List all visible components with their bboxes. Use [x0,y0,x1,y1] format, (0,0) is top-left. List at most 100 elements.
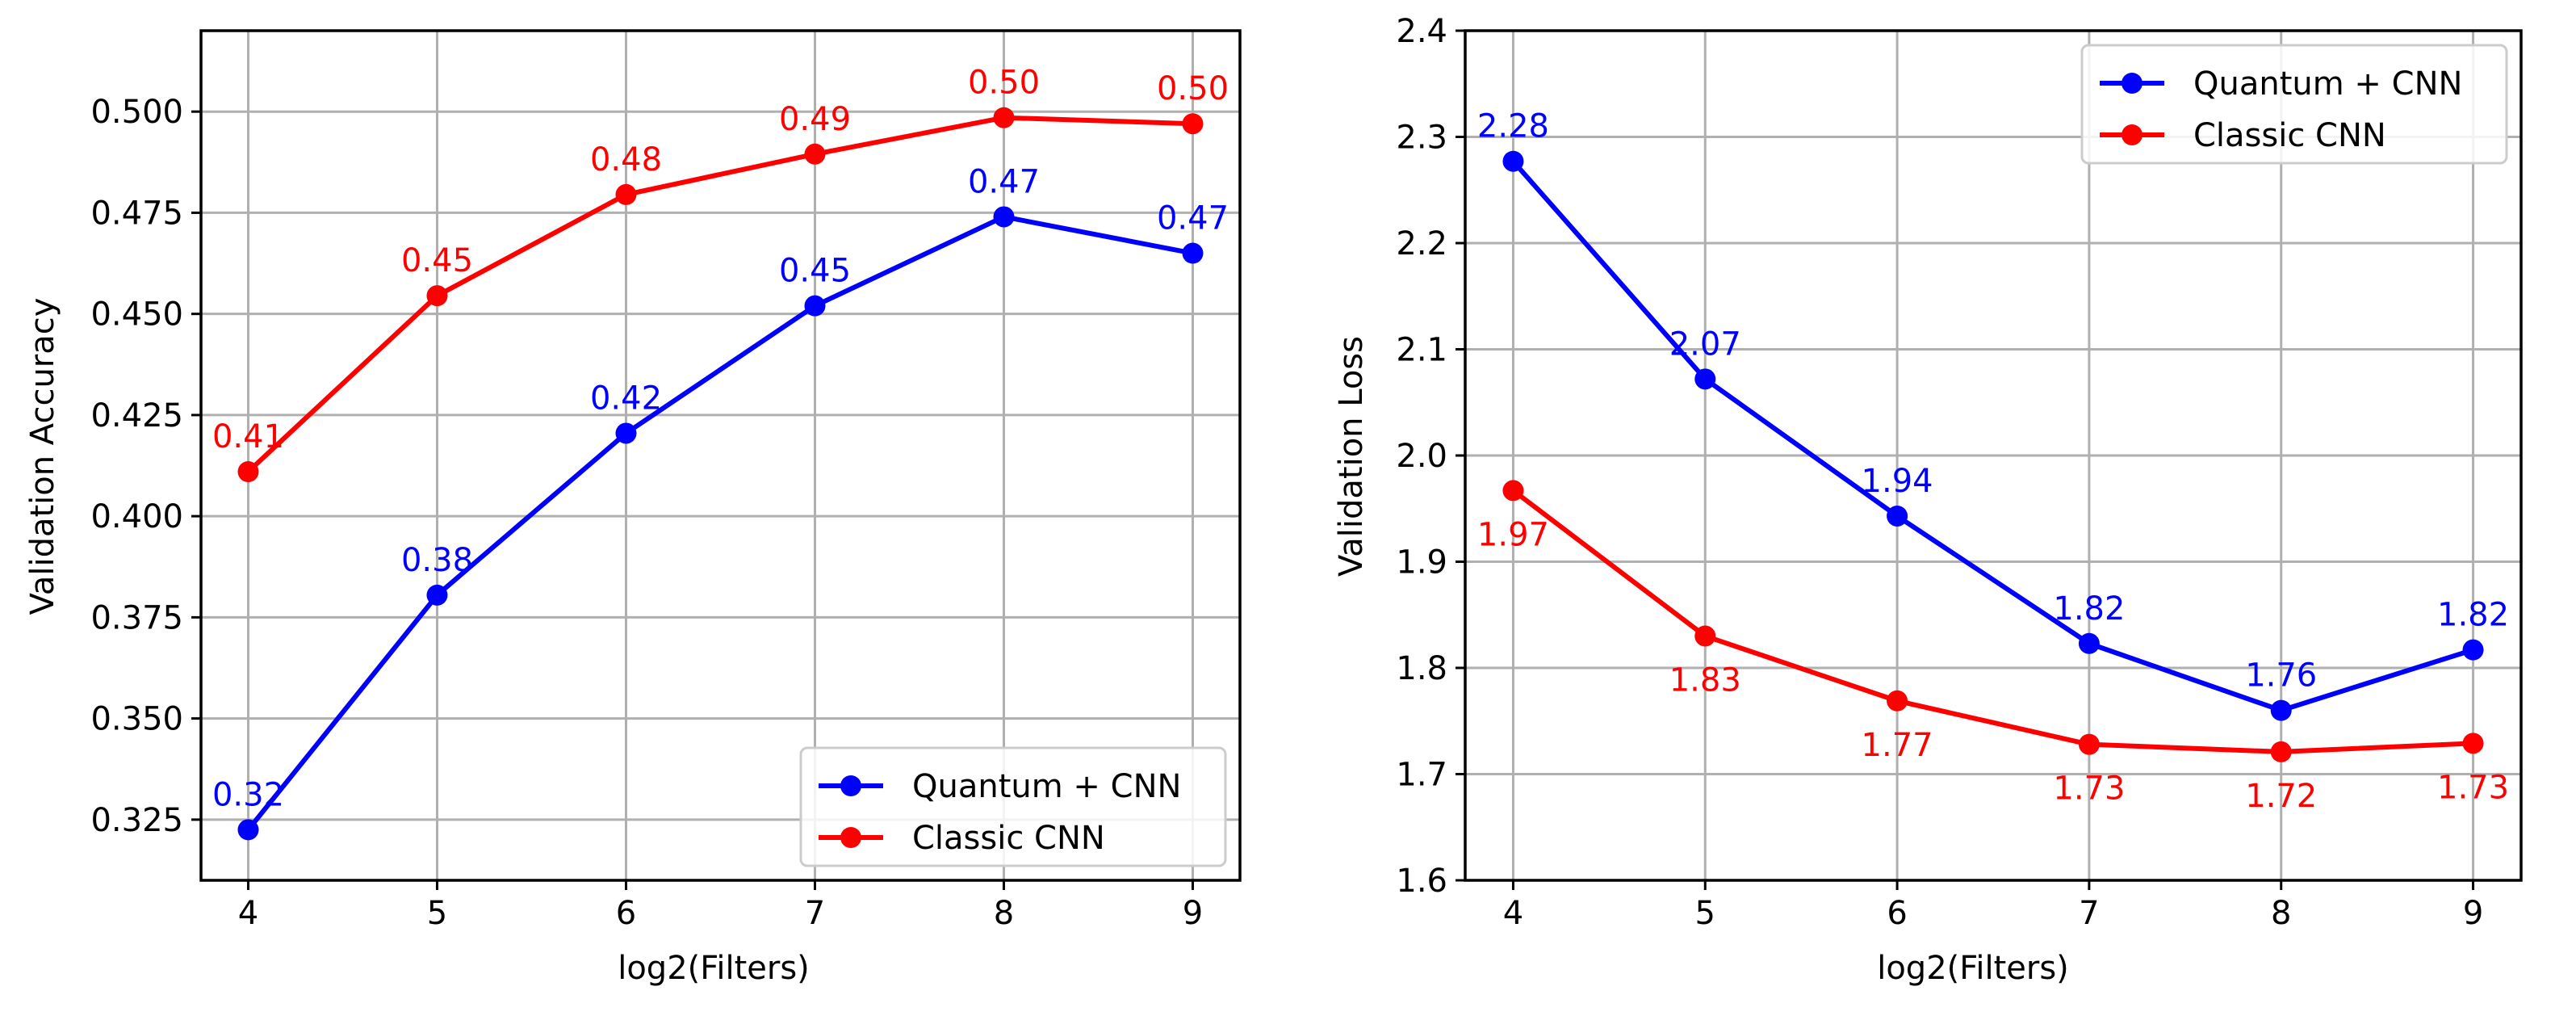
accuracy-y-tick-label: 0.500 [90,94,183,131]
loss-classic-cnn-point [1502,480,1524,502]
accuracy-quantum-cnn-point [993,206,1015,228]
accuracy-legend-quantum-cnn-marker [840,775,861,796]
loss-legend-classic-cnn-marker [2122,124,2142,145]
loss-classic-cnn-point [1694,625,1716,647]
loss-y-tick-label: 2.4 [1396,13,1447,50]
accuracy-legend-box [799,746,1227,867]
accuracy-y-tick-label: 0.425 [90,397,183,435]
accuracy-y-tick-label: 0.450 [90,296,183,334]
accuracy-panel: log2(Filters) Validation Accuracy 4 5 6 7 8 9… [24,29,1242,987]
loss-y-tick-label: 2.1 [1396,332,1447,369]
loss-x-tick-label: 5 [1695,895,1715,932]
accuracy-quantum-cnn-data-label: 0.38 [401,542,473,579]
loss-y-tick-label: 1.8 [1396,650,1447,687]
loss-quantum-cnn-point [2270,699,2292,721]
accuracy-quantum-cnn-data-label: 0.47 [1157,200,1229,237]
loss-quantum-cnn-data-label: 2.28 [1477,108,1549,145]
loss-legend-quantum-cnn-marker [2122,73,2142,94]
accuracy-classic-cnn-data-label: 0.48 [590,141,662,178]
accuracy-quantum-cnn-data-label: 0.45 [779,253,851,290]
loss-classic-cnn-data-label: 1.83 [1669,662,1741,699]
accuracy-y-tick-label: 0.400 [90,498,183,535]
accuracy-classic-cnn-data-label: 0.49 [779,101,851,138]
accuracy-quantum-cnn-data-label: 0.32 [212,776,284,813]
accuracy-quantum-cnn-point [804,295,826,317]
loss-y-tick-label: 1.7 [1396,757,1447,794]
loss-y-tick-label: 2.2 [1396,225,1447,262]
loss-quantum-cnn-line [1511,159,2474,713]
accuracy-classic-cnn-point [804,143,826,165]
accuracy-classic-cnn-point [237,461,259,483]
loss-x-axis-label: log2(Filters) [1877,950,2069,987]
loss-quantum-cnn-data-label: 1.94 [1862,463,1933,500]
accuracy-y-tick-label: 0.375 [90,599,183,636]
loss-classic-cnn-line [1511,489,2473,754]
accuracy-x-tick-label: 6 [616,895,636,932]
loss-x-tick-label: 8 [2271,895,2291,932]
accuracy-grid [201,31,1240,880]
loss-x-tick-label: 9 [2463,895,2483,932]
accuracy-quantum-cnn-point [237,819,259,841]
loss-classic-cnn-point [2078,733,2100,755]
accuracy-quantum-cnn-point [1182,242,1204,264]
loss-legend-classic-cnn-label: Classic CNN [2193,117,2386,154]
accuracy-classic-cnn-data-label: 0.41 [212,418,284,456]
loss-plot-frame [1464,29,2523,882]
accuracy-x-axis-label: log2(Filters) [618,950,810,987]
loss-y-axis-label: Validation Loss [1333,336,1370,577]
loss-y-tick-label: 2.3 [1396,120,1447,157]
loss-quantum-cnn-point [2078,632,2100,654]
loss-x-tick-label: 7 [2079,895,2099,932]
loss-quantum-cnn-point [1502,150,1524,172]
accuracy-y-tick-label: 0.350 [90,701,183,738]
loss-classic-cnn-data-label: 1.97 [1477,516,1549,553]
loss-panel: log2(Filters) Validation Loss 4 5 6 7 8 9 1.6 1… [1333,13,2523,987]
loss-quantum-cnn-data-label: 1.82 [2053,590,2125,628]
accuracy-quantum-cnn-point [615,422,637,444]
accuracy-y-axis-label: Validation Accuracy [24,298,61,615]
loss-legend-box [2080,44,2508,165]
accuracy-quantum-cnn-line [246,214,1194,832]
loss-quantum-cnn-point [1887,505,1908,527]
accuracy-x-tick-label: 5 [427,895,447,932]
loss-classic-cnn-point [2462,733,2484,754]
loss-x-tick-label: 6 [1887,895,1907,932]
loss-quantum-cnn-data-label: 1.82 [2437,597,2509,634]
accuracy-y-tick-label: 0.325 [90,802,183,839]
accuracy-x-tick-label: 7 [805,895,825,932]
loss-classic-cnn-data-label: 1.72 [2245,778,2317,815]
accuracy-x-tick-label: 9 [1183,895,1203,932]
loss-legend-quantum-cnn-label: Quantum + CNN [2193,65,2462,103]
accuracy-plot-frame [199,29,1242,882]
loss-classic-cnn-point [1887,690,1908,712]
accuracy-classic-cnn-point [426,285,448,307]
loss-quantum-cnn-point [1694,368,1716,390]
loss-classic-cnn-point [2270,741,2292,762]
loss-classic-cnn-data-label: 1.77 [1862,727,1933,764]
accuracy-legend-classic-cnn-label: Classic CNN [912,820,1105,857]
loss-legend: Quantum + CNN Classic CNN [2080,44,2508,165]
loss-y-tick-label: 2.0 [1396,438,1447,475]
loss-y-tick-label: 1.9 [1396,544,1447,581]
accuracy-legend-quantum-cnn-label: Quantum + CNN [912,768,1181,805]
loss-quantum-cnn-data-label: 1.76 [2245,657,2317,695]
accuracy-classic-cnn-point [993,107,1015,128]
accuracy-classic-cnn-point [1182,113,1204,135]
loss-y-tick-label: 1.6 [1396,863,1447,900]
loss-quantum-cnn-point [2462,639,2484,661]
accuracy-legend: Quantum + CNN Classic CNN [799,746,1227,867]
accuracy-classic-cnn-line [246,115,1193,474]
accuracy-classic-cnn-data-label: 0.50 [1157,70,1229,107]
accuracy-quantum-cnn-data-label: 0.42 [590,380,662,417]
accuracy-classic-cnn-data-label: 0.50 [968,65,1040,102]
accuracy-x-tick-label: 8 [994,895,1014,932]
accuracy-y-tick-label: 0.475 [90,195,183,232]
accuracy-legend-classic-cnn-marker [840,827,861,848]
accuracy-classic-cnn-data-label: 0.45 [401,242,473,279]
accuracy-quantum-cnn-data-label: 0.47 [968,163,1040,200]
accuracy-quantum-cnn-point [426,584,448,606]
accuracy-classic-cnn-point [615,183,637,205]
loss-x-tick-label: 4 [1503,895,1523,932]
